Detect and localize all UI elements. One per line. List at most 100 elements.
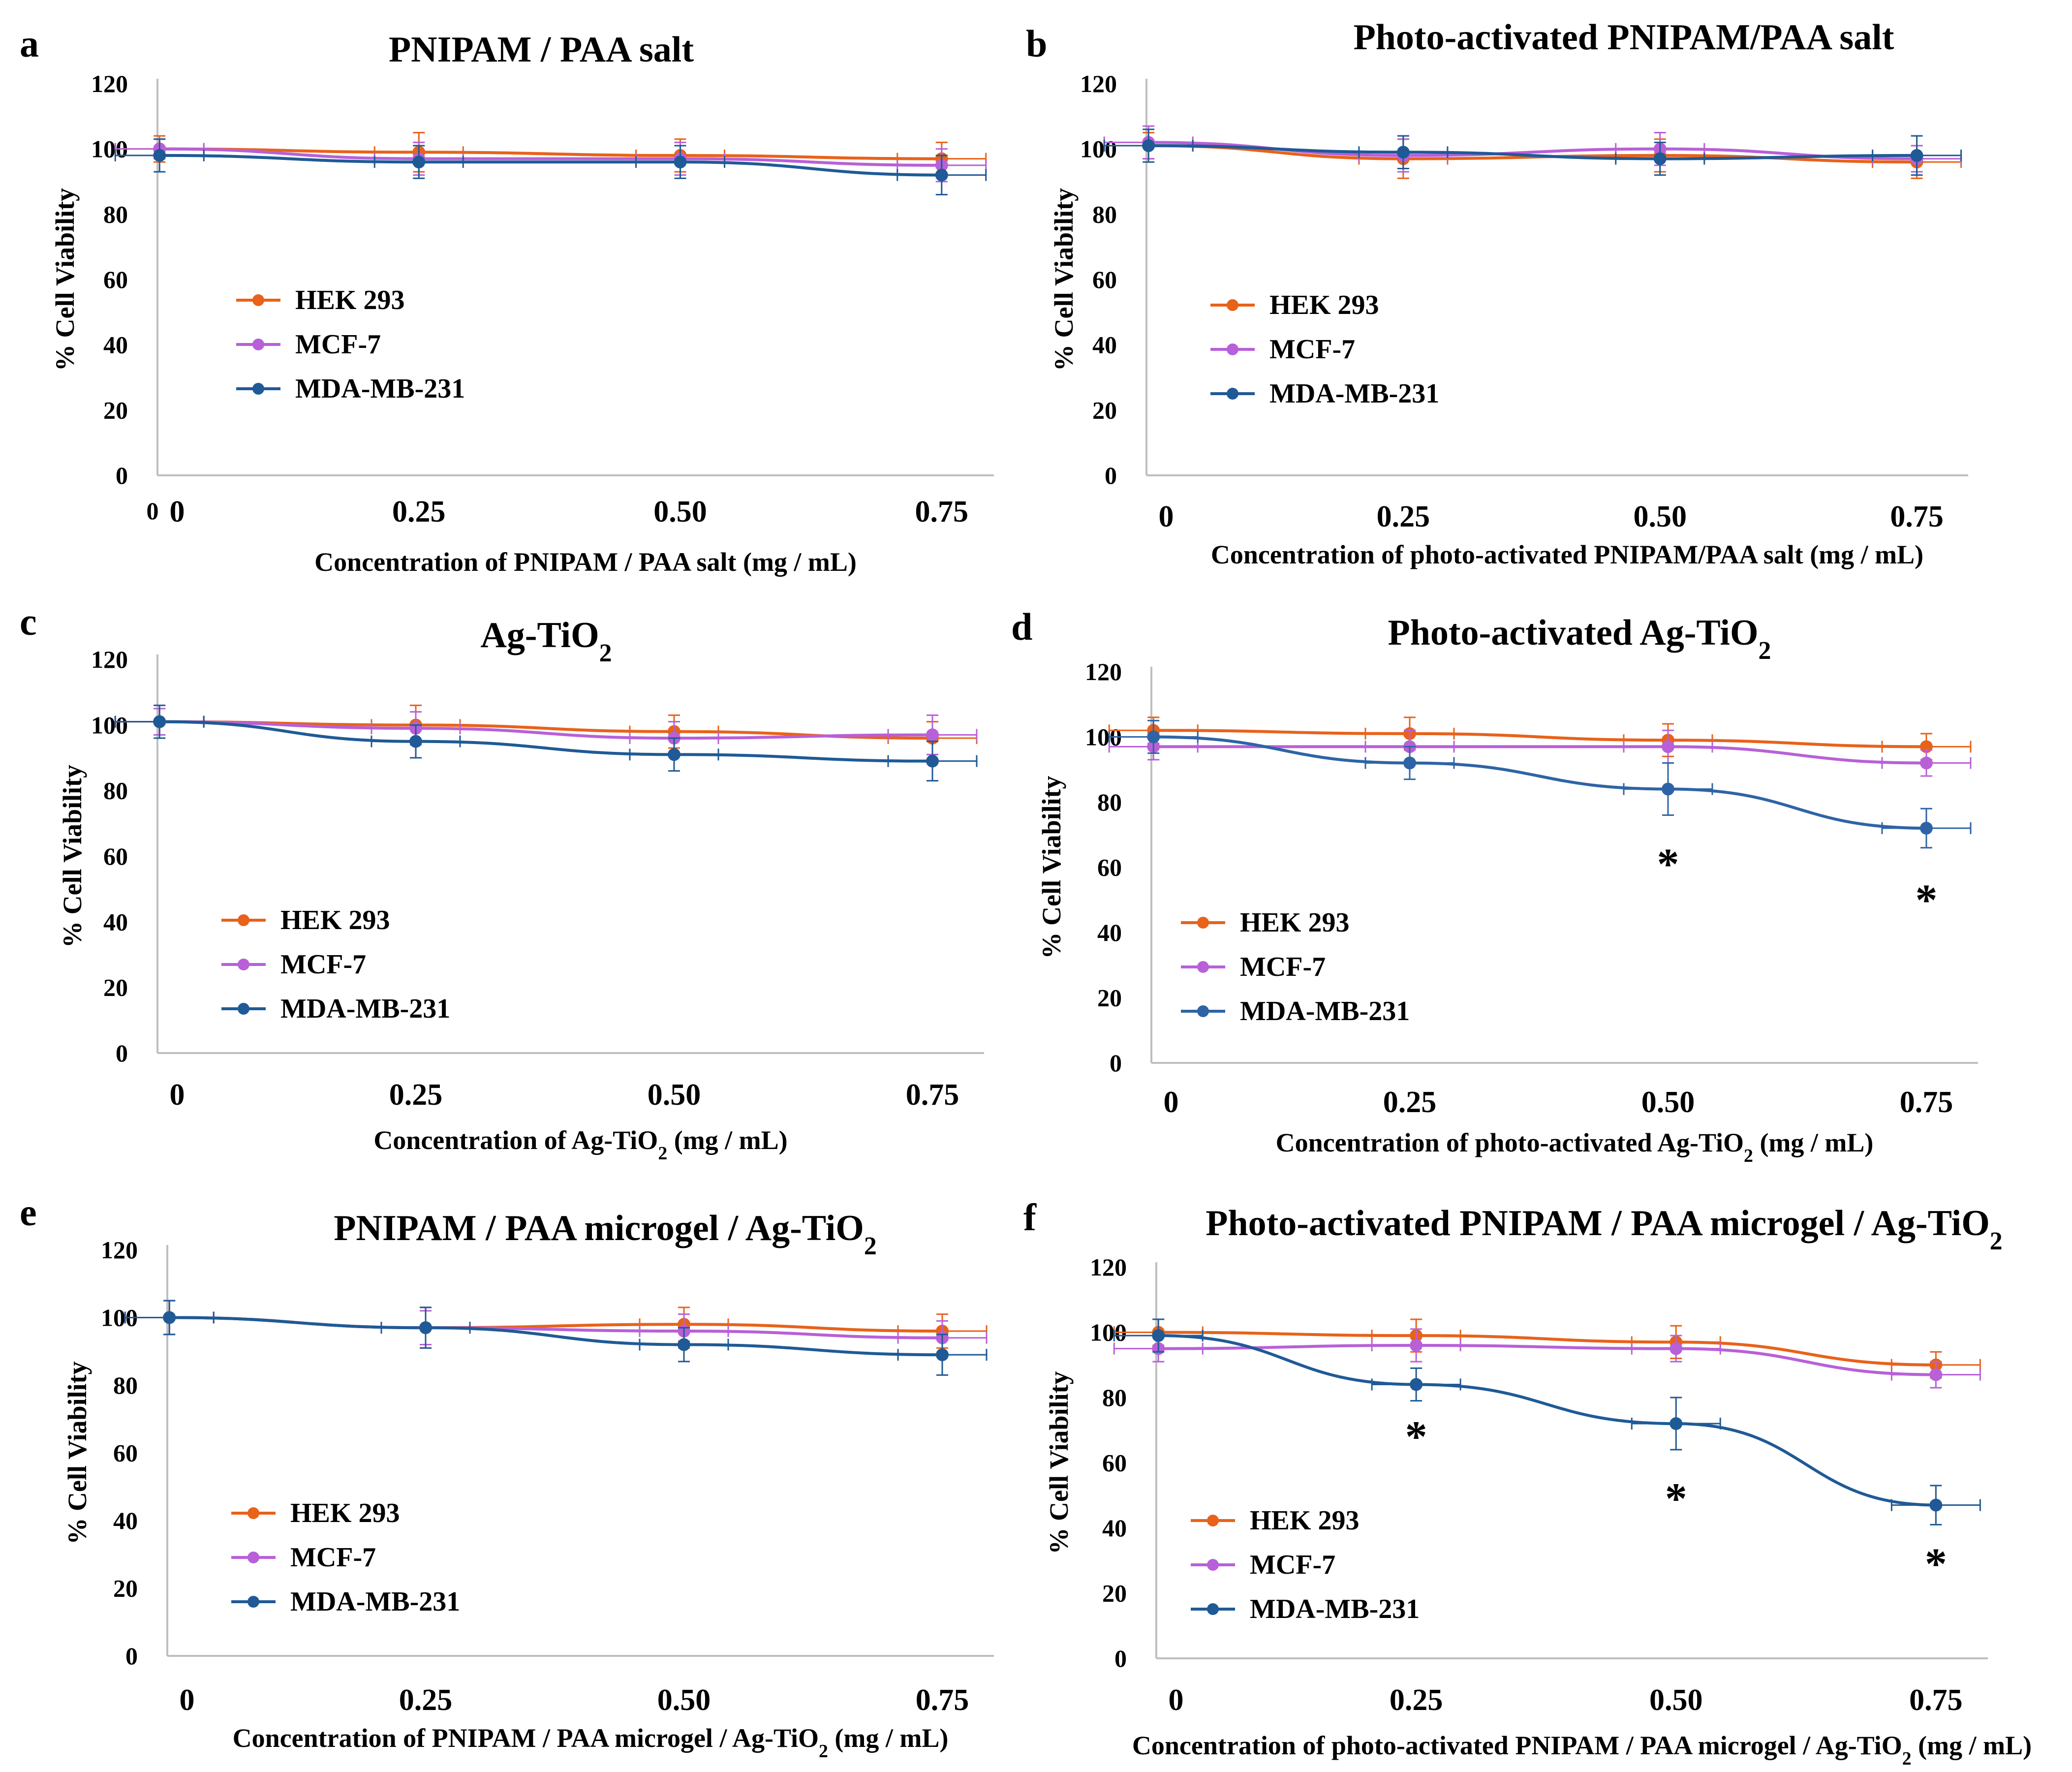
y-tick-label: 120 (91, 646, 128, 673)
x-tick-label: 0.75 (916, 1683, 969, 1717)
series-mda-mb-231 (1103, 128, 1962, 176)
series-line (159, 154, 942, 177)
data-point (409, 735, 422, 748)
y-tick-label: 60 (1092, 266, 1117, 293)
x-tick-label: 0.25 (1390, 1683, 1443, 1717)
y-tick-label: 40 (1102, 1514, 1127, 1542)
y-tick-label: 40 (1092, 331, 1117, 359)
panel-letter: b (1026, 22, 1047, 65)
y-tick-label: 60 (103, 266, 128, 293)
legend-label: MCF-7 (290, 1542, 376, 1573)
data-point (1410, 1378, 1423, 1391)
data-point (1142, 139, 1155, 153)
y-tick-label: 100 (91, 711, 128, 739)
data-point (1929, 1368, 1943, 1381)
legend-entry: MDA-MB-231 (1191, 1594, 1420, 1624)
panel-letter: e (20, 1191, 37, 1234)
legend-label: MDA-MB-231 (1250, 1594, 1420, 1624)
data-point (1152, 1329, 1165, 1342)
panel-e: e PNIPAM / PAA microgel / Ag-TiO202040608… (20, 1191, 994, 1762)
legend-entry: HEK 293 (236, 285, 404, 315)
legend-entry: MCF-7 (231, 1542, 376, 1573)
legend-entry: MCF-7 (221, 949, 366, 980)
series-line (1158, 1334, 1936, 1507)
x-extra-tick-label: 0 (147, 497, 159, 525)
y-tick-label: 20 (1092, 396, 1117, 424)
data-point (1147, 730, 1160, 744)
y-tick-label: 20 (103, 974, 128, 1001)
series-line (169, 1316, 943, 1357)
legend-marker (247, 1552, 259, 1563)
y-axis-label: % Cell Viability (58, 765, 87, 948)
y-axis-label: % Cell Viability (50, 188, 80, 371)
y-tick-label: 40 (103, 331, 128, 359)
legend-label: MDA-MB-231 (290, 1586, 460, 1617)
panel-title: Photo-activated PNIPAM / PAA microgel / … (1206, 1203, 2002, 1255)
legend-label: MDA-MB-231 (280, 994, 450, 1024)
legend-marker (252, 383, 264, 395)
series-line (159, 720, 933, 740)
series-line (159, 147, 942, 167)
x-tick-label: 0 (180, 1683, 195, 1717)
legend-label: HEK 293 (1240, 907, 1349, 938)
series-mda-mb-231 (1113, 1318, 1981, 1525)
panel-title-main: Photo-activated Ag-TiO (1388, 613, 1759, 653)
series-line (1153, 735, 1927, 830)
data-point (935, 168, 948, 182)
legend-label: MCF-7 (1240, 952, 1326, 982)
y-tick-label: 0 (116, 1039, 128, 1067)
y-tick-label: 0 (116, 462, 128, 489)
legend-entry: HEK 293 (1191, 1505, 1359, 1536)
series-mda-mb-231 (114, 704, 978, 782)
x-axis-label-main: Concentration of photo-activated PNIPAM … (1132, 1731, 1902, 1760)
x-tick-label: 0.50 (1641, 1086, 1695, 1119)
x-tick-label: 0.25 (1383, 1086, 1437, 1119)
panel-title-main: Photo-activated PNIPAM / PAA microgel / … (1206, 1203, 1990, 1244)
panel-letter: c (20, 600, 37, 643)
y-tick-label: 0 (1114, 1645, 1127, 1672)
legend-label: MDA-MB-231 (1240, 996, 1410, 1026)
panel-title-subscript: 2 (1990, 1227, 2003, 1255)
x-axis-label: Concentration of photo-activated PNIPAM/… (1211, 540, 1923, 569)
legend-label: MCF-7 (1269, 334, 1355, 365)
series-mda-mb-231 (114, 138, 987, 196)
y-tick-label: 80 (113, 1371, 138, 1399)
significance-marker: * (1405, 1413, 1427, 1461)
legend-marker (238, 914, 249, 926)
data-point (1670, 1417, 1683, 1430)
legend-marker (1197, 961, 1209, 973)
x-axis-label-main: Concentration of Ag-TiO (373, 1125, 658, 1155)
data-point (926, 728, 939, 742)
panel-title: PNIPAM / PAA microgel / Ag-TiO2 (334, 1208, 877, 1260)
y-tick-label: 80 (103, 200, 128, 228)
series-line (1153, 745, 1927, 765)
y-tick-label: 0 (1105, 462, 1117, 489)
legend-entry: HEK 293 (1210, 290, 1379, 320)
legend-marker (1197, 1005, 1209, 1017)
legend-marker (1207, 1515, 1219, 1526)
x-axis-label: Concentration of Ag-TiO2 (mg / mL) (373, 1125, 787, 1164)
y-tick-label: 60 (1102, 1449, 1127, 1477)
legend-entry: MCF-7 (1181, 952, 1326, 982)
legend-label: MDA-MB-231 (295, 373, 465, 404)
data-point (668, 748, 680, 761)
y-tick-label: 80 (1092, 200, 1117, 228)
y-tick-label: 20 (1097, 984, 1122, 1012)
x-tick-label: 0.75 (915, 495, 969, 528)
legend-label: HEK 293 (1250, 1505, 1359, 1536)
x-axis-label-main: Concentration of photo-activated Ag-TiO (1276, 1128, 1744, 1157)
data-point (1396, 146, 1410, 159)
x-axis-label-suffix: (mg / mL) (667, 1125, 787, 1155)
x-tick-label: 0 (170, 495, 185, 528)
series-line (159, 147, 942, 160)
panel-title-main: PNIPAM / PAA microgel / Ag-TiO (334, 1208, 864, 1248)
legend-label: MCF-7 (280, 949, 366, 980)
legend-entry: HEK 293 (1181, 907, 1349, 938)
x-axis-label: Concentration of PNIPAM / PAA microgel /… (233, 1723, 949, 1762)
legend-label: HEK 293 (295, 285, 404, 315)
legend-entry: HEK 293 (221, 905, 390, 935)
series-line (1148, 144, 1917, 160)
legend-entry: MCF-7 (1210, 334, 1355, 365)
legend-marker (238, 1003, 249, 1015)
